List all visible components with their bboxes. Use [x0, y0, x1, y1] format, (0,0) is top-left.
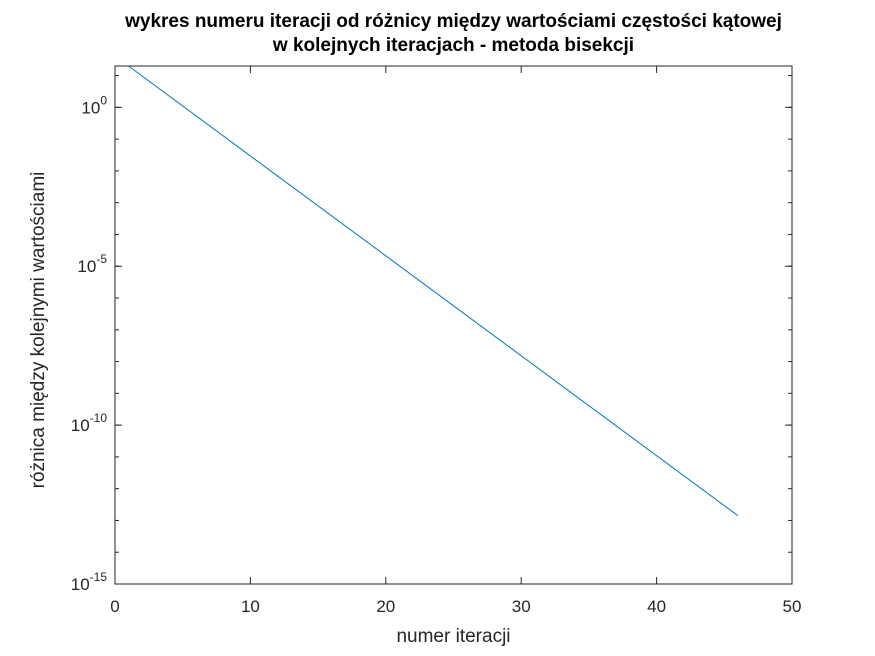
axes-box [114, 65, 793, 585]
x-tick-label: 50 [783, 597, 802, 616]
chart-title: wykres numeru iteracji od różnicy między… [124, 11, 782, 56]
axes [114, 65, 793, 585]
y-ticks: 100 10-5 10-10 10-15 [71, 75, 792, 594]
chart-title-line-2: w kolejnych iteracjach - metoda bisekcji [272, 35, 634, 56]
x-ticks: 0 10 20 30 40 50 [110, 66, 801, 616]
x-axis-label: numer iteracji [396, 626, 510, 647]
x-tick-label: 0 [110, 597, 119, 616]
series-line-1 [128, 65, 739, 517]
x-tick-label: 30 [512, 597, 531, 616]
y-tick-label: 10-5 [77, 252, 107, 276]
x-tick-label: 20 [376, 597, 395, 616]
y-tick-label: 100 [81, 93, 107, 117]
series-group [128, 65, 739, 517]
y-tick-label: 10-15 [71, 570, 108, 594]
y-axis-label: różnica między kolejnymi wartościami [28, 172, 49, 489]
y-tick-label: 10-10 [71, 411, 108, 435]
x-tick-label: 10 [241, 597, 260, 616]
x-tick-label: 40 [647, 597, 666, 616]
chart-title-line-1: wykres numeru iteracji od różnicy między… [124, 11, 782, 32]
plot-area [115, 66, 792, 584]
